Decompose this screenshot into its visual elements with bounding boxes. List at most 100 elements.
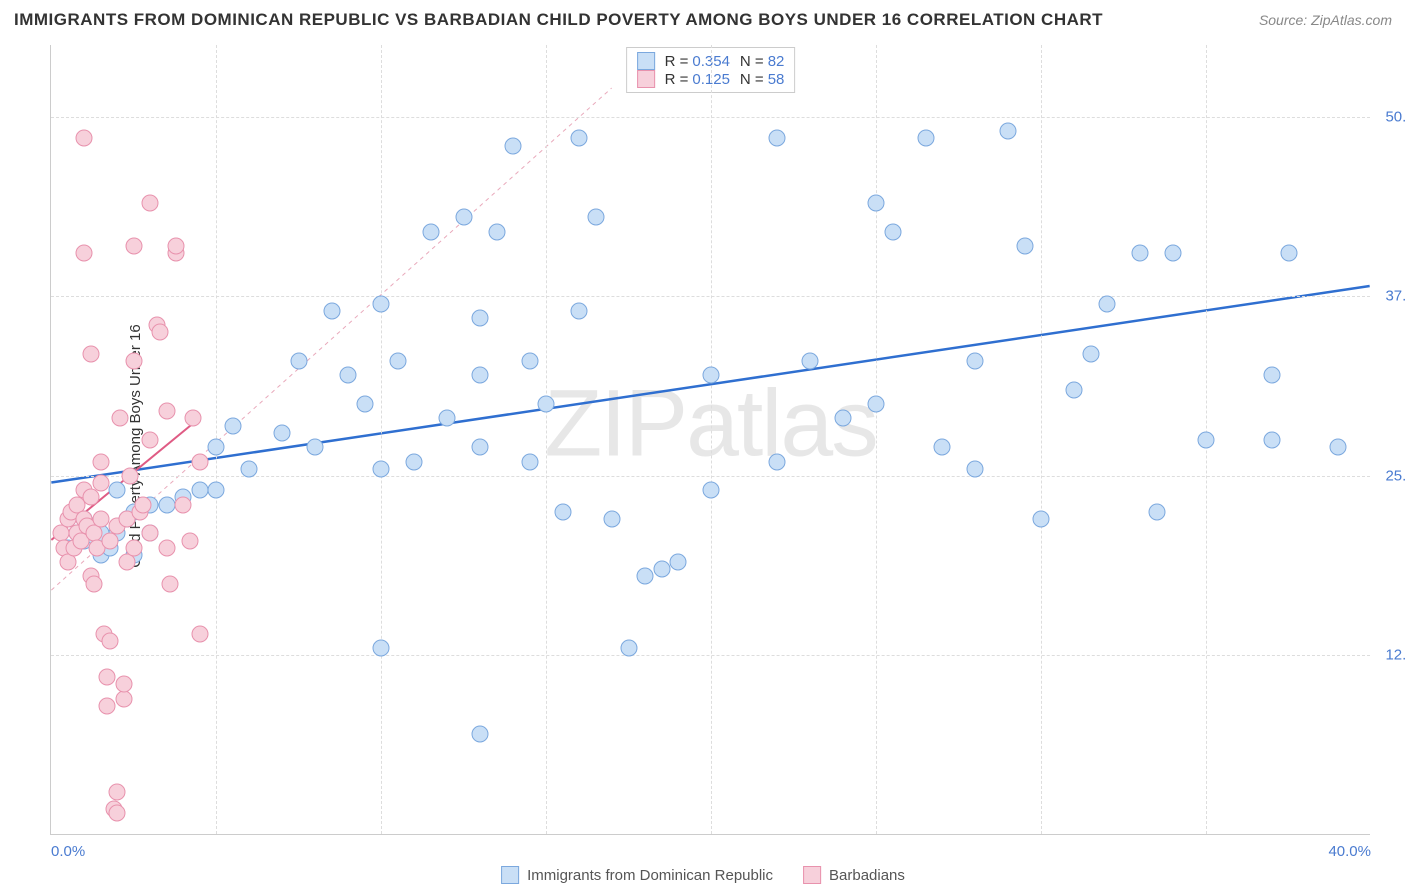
data-point: [587, 209, 604, 226]
data-point: [1280, 245, 1297, 262]
data-point: [1016, 238, 1033, 255]
data-point: [653, 561, 670, 578]
chart-header: IMMIGRANTS FROM DOMINICAN REPUBLIC VS BA…: [14, 10, 1392, 30]
data-point: [1330, 439, 1347, 456]
data-point: [135, 496, 152, 513]
data-point: [1033, 511, 1050, 528]
data-point: [769, 453, 786, 470]
data-point: [191, 453, 208, 470]
data-point: [538, 396, 555, 413]
data-point: [620, 640, 637, 657]
data-point: [1148, 503, 1165, 520]
data-point: [1000, 123, 1017, 140]
data-point: [151, 324, 168, 341]
data-point: [1198, 432, 1215, 449]
data-point: [967, 460, 984, 477]
data-point: [868, 396, 885, 413]
data-point: [340, 367, 357, 384]
data-point: [373, 460, 390, 477]
data-point: [967, 353, 984, 370]
gridline-v: [1041, 45, 1042, 834]
data-point: [168, 238, 185, 255]
scatter-plot: ZIPatlas R =0.354N =82R =0.125N =58 12.5…: [50, 45, 1370, 835]
ytick-label: 37.5%: [1385, 288, 1406, 305]
data-point: [356, 396, 373, 413]
data-point: [554, 503, 571, 520]
legend-swatch: [501, 866, 519, 884]
data-point: [208, 439, 225, 456]
data-point: [290, 353, 307, 370]
chart-title: IMMIGRANTS FROM DOMINICAN REPUBLIC VS BA…: [14, 10, 1103, 30]
data-point: [99, 669, 116, 686]
source-label: Source:: [1259, 12, 1307, 28]
data-point: [1066, 381, 1083, 398]
data-point: [835, 410, 852, 427]
data-point: [868, 195, 885, 212]
data-point: [604, 511, 621, 528]
data-point: [92, 475, 109, 492]
data-point: [802, 353, 819, 370]
source-link[interactable]: ZipAtlas.com: [1311, 12, 1392, 28]
ytick-label: 50.0%: [1385, 108, 1406, 125]
data-point: [224, 417, 241, 434]
data-point: [76, 130, 93, 147]
data-point: [472, 367, 489, 384]
data-point: [670, 554, 687, 571]
legend-label: Immigrants from Dominican Republic: [527, 867, 773, 884]
data-point: [112, 410, 129, 427]
data-point: [1099, 295, 1116, 312]
gridline-v: [546, 45, 547, 834]
n-label: N =58: [740, 71, 784, 88]
data-point: [703, 482, 720, 499]
data-point: [82, 489, 99, 506]
data-point: [571, 302, 588, 319]
data-point: [158, 539, 175, 556]
data-point: [191, 482, 208, 499]
data-point: [917, 130, 934, 147]
gridline-v: [711, 45, 712, 834]
data-point: [109, 783, 126, 800]
legend-swatch: [637, 52, 655, 70]
data-point: [1264, 367, 1281, 384]
data-point: [125, 353, 142, 370]
data-point: [274, 424, 291, 441]
data-point: [85, 575, 102, 592]
data-point: [142, 525, 159, 542]
legend-label: Barbadians: [829, 867, 905, 884]
data-point: [191, 625, 208, 642]
data-point: [241, 460, 258, 477]
xtick-label: 40.0%: [1328, 843, 1371, 860]
data-point: [505, 137, 522, 154]
data-point: [389, 353, 406, 370]
ytick-label: 25.0%: [1385, 467, 1406, 484]
data-point: [703, 367, 720, 384]
n-label: N =82: [740, 53, 784, 70]
data-point: [769, 130, 786, 147]
gridline-v: [381, 45, 382, 834]
data-point: [455, 209, 472, 226]
data-point: [122, 467, 139, 484]
data-point: [181, 532, 198, 549]
data-point: [125, 539, 142, 556]
data-point: [115, 676, 132, 693]
data-point: [307, 439, 324, 456]
data-point: [109, 482, 126, 499]
data-point: [92, 511, 109, 528]
data-point: [125, 238, 142, 255]
data-point: [142, 432, 159, 449]
data-point: [637, 568, 654, 585]
data-point: [158, 496, 175, 513]
series-legend: Immigrants from Dominican Republic Barbad…: [501, 866, 905, 884]
data-point: [1132, 245, 1149, 262]
legend-item: Immigrants from Dominican Republic: [501, 866, 773, 884]
data-point: [92, 453, 109, 470]
data-point: [406, 453, 423, 470]
legend-swatch: [637, 70, 655, 88]
data-point: [422, 223, 439, 240]
data-point: [158, 403, 175, 420]
data-point: [323, 302, 340, 319]
data-point: [109, 805, 126, 822]
data-point: [472, 726, 489, 743]
data-point: [439, 410, 456, 427]
data-point: [99, 697, 116, 714]
